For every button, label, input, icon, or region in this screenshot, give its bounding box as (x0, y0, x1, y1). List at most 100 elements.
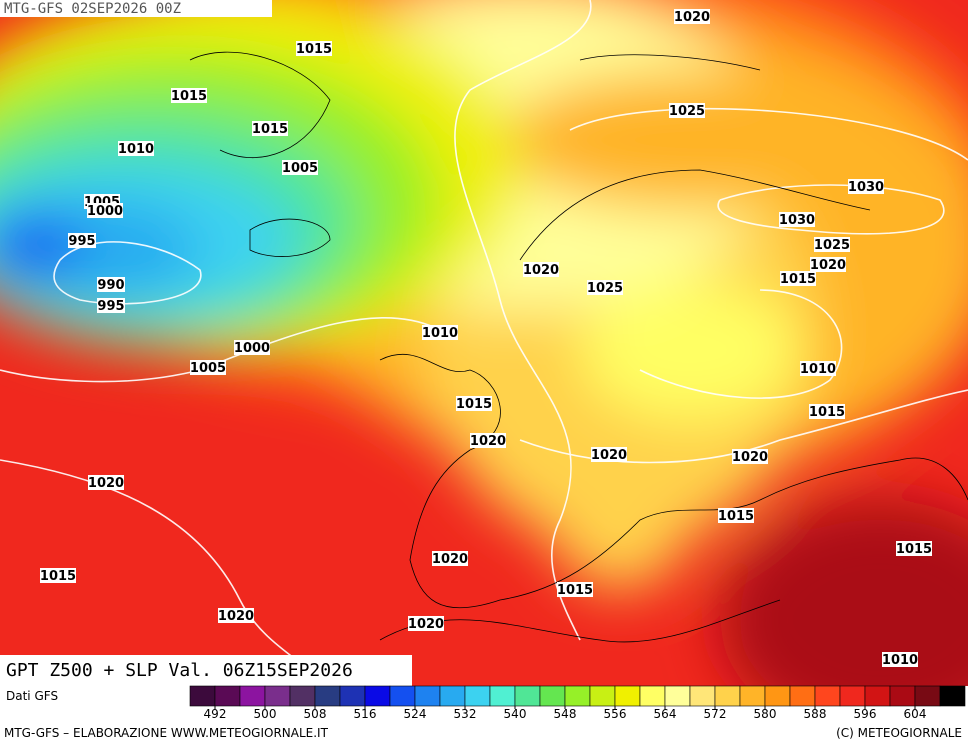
colorbar-swatch (589, 685, 616, 707)
isobar-label-bg (810, 257, 846, 272)
colorbar-swatch (514, 685, 541, 707)
isobar-label: 1015 (780, 272, 816, 287)
title: GPT Z500 + SLP Val. 06Z15SEP2026 (6, 660, 353, 681)
isobar-label-bg (97, 277, 125, 292)
isobar-label-bg (87, 203, 123, 218)
isobar-label: 995 (97, 299, 124, 314)
colorbar-tick-label: 516 (354, 707, 377, 721)
colorbar-swatch (889, 685, 916, 707)
isobar-label: 1015 (456, 397, 492, 412)
colorbar-swatch (439, 685, 466, 707)
colorbar-swatch (864, 685, 891, 707)
isobar-label-bg (557, 582, 593, 597)
isobar-label: 1020 (732, 450, 768, 465)
isobar-label: 1010 (422, 326, 458, 341)
isobar-label: 1030 (848, 180, 884, 195)
isobar-label-bg (523, 262, 559, 277)
isobar-label-bg (88, 475, 124, 490)
colorbar-swatch (664, 685, 691, 707)
isobar-label-bg (780, 271, 816, 286)
isobar-label: 1030 (779, 213, 815, 228)
isobar-label: 1015 (896, 542, 932, 557)
isobar-label: 1015 (718, 509, 754, 524)
colorbar-swatch (489, 685, 516, 707)
isobar-label-bg (218, 608, 254, 623)
colorbar-swatch (539, 685, 566, 707)
colorbar-tick-label: 580 (754, 707, 777, 721)
isobar-label: 990 (97, 278, 124, 293)
colorbar-swatch (289, 685, 316, 707)
colorbar-swatch (614, 685, 641, 707)
colorbar-tick-label: 508 (304, 707, 327, 721)
isobar-label: 1020 (218, 609, 254, 624)
isobar-label-bg (587, 280, 623, 295)
colorbar-swatch (739, 685, 766, 707)
isobar-label: 1005 (190, 361, 226, 376)
isobar-label: 1025 (669, 104, 705, 119)
isobar-label-bg (882, 652, 918, 667)
isobar-label: 1005 (282, 161, 318, 176)
isobar-label: 1025 (587, 281, 623, 296)
isobar-label-bg (408, 616, 444, 631)
isobar-label-bg (68, 233, 96, 248)
isobar-label: 1020 (523, 263, 559, 278)
isobar-label-bg (896, 541, 932, 556)
isobar-label-bg (800, 361, 836, 376)
isobar-label: 1015 (296, 42, 332, 57)
colorbar-swatch (414, 685, 441, 707)
colorbar-tick-label: 604 (904, 707, 927, 721)
isobar-label-bg (296, 41, 332, 56)
isobar-label: 1015 (557, 583, 593, 598)
isobar-label-bg (456, 396, 492, 411)
isobar-label-bg (190, 360, 226, 375)
isobar-label-bg (848, 179, 884, 194)
colorbar-tick-label: 596 (854, 707, 877, 721)
colorbar-tick-label: 532 (454, 707, 477, 721)
colorbar-swatch (389, 685, 416, 707)
colorbar-swatch (364, 685, 391, 707)
isobar-label-bg (422, 325, 458, 340)
isobar-label: 1010 (882, 653, 918, 668)
colorbar-swatch (464, 685, 491, 707)
isobar-label: 1000 (234, 341, 270, 356)
isobar-label: 1015 (40, 569, 76, 584)
colorbar-swatch (239, 685, 266, 707)
isobar-label-bg (234, 340, 270, 355)
colorbar-tick-label: 524 (404, 707, 427, 721)
colorbar-swatch (639, 685, 666, 707)
colorbar-tick-label: 572 (704, 707, 727, 721)
colorbar-swatch (214, 685, 241, 707)
source: Dati GFS (6, 689, 58, 703)
isobar-label-bg (718, 508, 754, 523)
isobar-label: 1015 (809, 405, 845, 420)
isobar-label-bg (814, 237, 850, 252)
colorbar-swatch (814, 685, 841, 707)
colorbar-swatch (314, 685, 341, 707)
colorbar-swatch (714, 685, 741, 707)
isobar-label: 1020 (408, 617, 444, 632)
isobar-label: 1020 (810, 258, 846, 273)
isobar-label: 1010 (118, 142, 154, 157)
colorbar-tick-label: 492 (204, 707, 227, 721)
colorbar-swatch (839, 685, 866, 707)
isobar-label-bg (118, 141, 154, 156)
isobar-label: 1015 (171, 89, 207, 104)
footer-right: (C) METEOGIORNALE (836, 726, 962, 740)
colorbar-tick-label: 540 (504, 707, 527, 721)
colorbar-tick-label: 588 (804, 707, 827, 721)
colorbar-swatch (764, 685, 791, 707)
colorbar-tick-label: 548 (554, 707, 577, 721)
isobar-label: 1020 (470, 434, 506, 449)
isobar-label: 995 (68, 234, 95, 249)
isobar-label: 1025 (814, 238, 850, 253)
colorbar-swatch (189, 685, 216, 707)
isobar-label: 1020 (591, 448, 627, 463)
isobar-label-bg (779, 212, 815, 227)
colorbar-swatch (689, 685, 716, 707)
colorbar-swatch (914, 685, 941, 707)
isobar-label-bg (732, 449, 768, 464)
colorbar-swatch (564, 685, 591, 707)
colorbar-swatch (339, 685, 366, 707)
